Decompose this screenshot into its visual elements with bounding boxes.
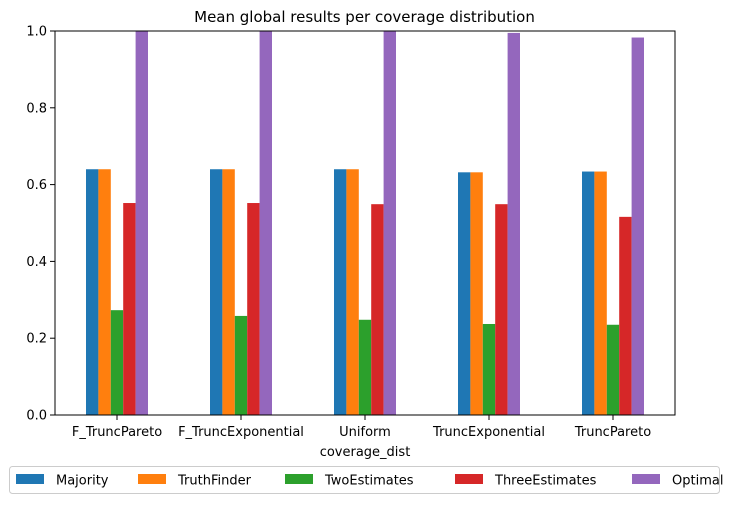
bar-majority-f_truncpareto — [86, 169, 99, 415]
bar-truthfinder-truncexponential — [470, 172, 483, 415]
y-tick-label: 0.4 — [26, 255, 47, 270]
legend-swatch-truthfinder — [138, 474, 166, 484]
bar-twoestimates-truncexponential — [482, 323, 496, 415]
bar-optimal-truncpareto — [631, 37, 644, 415]
y-tick-label: 0.0 — [26, 409, 47, 424]
plot-frame — [54, 30, 676, 416]
bar-truthfinder-f_truncpareto — [98, 169, 111, 415]
legend-label-optimal: Optimal — [672, 474, 723, 489]
legend-label-twoestimates: TwoEstimates — [324, 474, 414, 489]
bar-twoestimates-uniform — [358, 319, 372, 415]
bar-optimal-f_truncexponential — [259, 31, 272, 415]
x-tick-label: TruncPareto — [574, 425, 651, 440]
bar-truthfinder-uniform — [346, 169, 359, 415]
legend-swatch-twoestimates — [285, 474, 313, 484]
bar-threeestimates-truncexponential — [495, 204, 508, 415]
bar-twoestimates-f_truncpareto — [110, 310, 124, 415]
x-axis: F_TruncPareto F_TruncExponential Uniform Tr… — [72, 415, 651, 440]
bar-threeestimates-uniform — [371, 204, 384, 415]
bar-optimal-truncexponential — [507, 32, 520, 416]
bar-majority-uniform — [334, 169, 347, 415]
legend-swatch-threeestimates — [455, 474, 483, 484]
x-tick-label: Uniform — [339, 425, 391, 440]
bar-twoestimates-truncpareto — [606, 324, 620, 415]
bar-majority-f_truncexponential — [210, 169, 223, 415]
x-axis-label: coverage_dist — [320, 445, 411, 460]
bar-majority-truncpareto — [582, 171, 595, 415]
x-tick-label: TruncExponential — [432, 425, 545, 440]
bar-truthfinder-truncpareto — [594, 171, 607, 415]
legend-label-truthfinder: TruthFinder — [177, 474, 252, 489]
bar-optimal-f_truncpareto — [135, 31, 148, 415]
y-tick-label: 0.6 — [26, 178, 47, 193]
legend-swatch-optimal — [632, 474, 660, 484]
bar-threeestimates-f_truncexponential — [247, 203, 260, 415]
bar-optimal-uniform — [383, 31, 396, 415]
x-tick-label: F_TruncExponential — [178, 425, 304, 440]
chart-title: Mean global results per coverage distrib… — [194, 8, 535, 26]
bar-threeestimates-truncpareto — [619, 216, 632, 415]
y-tick-label: 1.0 — [26, 25, 47, 40]
legend: Majority TruthFinder TwoEstimates ThreeEsti… — [9, 466, 723, 494]
legend-label-threeestimates: ThreeEstimates — [494, 474, 597, 489]
legend-swatch-majority — [16, 474, 44, 484]
bar-twoestimates-f_truncexponential — [234, 315, 248, 415]
legend-label-majority: Majority — [56, 474, 109, 489]
y-axis: 0.0 0.2 0.4 0.6 0.8 1.0 — [26, 25, 55, 424]
bars-layer — [86, 31, 644, 416]
bar-truthfinder-f_truncexponential — [222, 169, 235, 415]
x-tick-label: F_TruncPareto — [72, 425, 162, 440]
y-tick-label: 0.8 — [26, 101, 47, 116]
legend-frame — [9, 466, 720, 494]
bar-majority-truncexponential — [458, 172, 471, 415]
bar-threeestimates-f_truncpareto — [123, 203, 136, 415]
y-tick-label: 0.2 — [26, 332, 47, 347]
